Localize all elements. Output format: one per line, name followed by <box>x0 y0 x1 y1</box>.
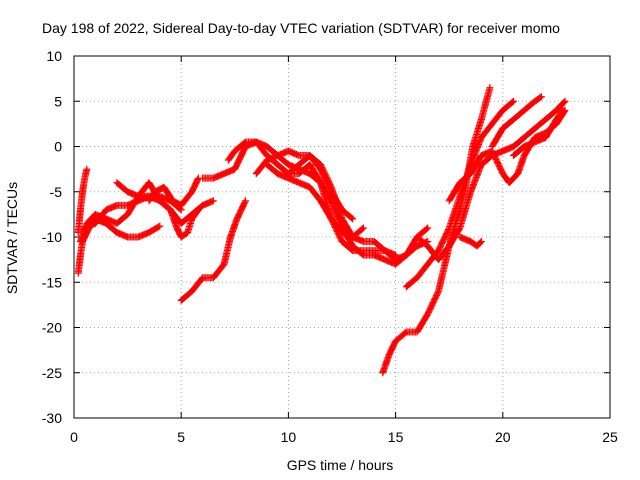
data-point-markers <box>510 106 567 160</box>
x-tick-label: 5 <box>177 429 185 445</box>
data-point-markers <box>224 138 432 264</box>
series-track-14 <box>402 97 518 291</box>
series-layer <box>74 84 569 377</box>
series-track-17 <box>456 233 485 250</box>
data-point-markers <box>74 165 91 236</box>
y-tick-label: -10 <box>42 229 62 245</box>
series-track-15 <box>413 97 569 264</box>
data-point-markers <box>263 161 367 241</box>
series-track-13 <box>379 84 494 377</box>
y-tick-label: 10 <box>46 48 62 64</box>
plot-frame <box>73 55 611 419</box>
series-track-2 <box>74 165 91 236</box>
x-tick-label: 25 <box>602 429 618 445</box>
series-track-11 <box>263 161 367 241</box>
x-tick-label: 10 <box>281 429 297 445</box>
tick-labels: 0 5 10 15 20 25 -30 -25 -20 -15 -10 -5 0 5 10 <box>42 48 618 445</box>
series-track-18 <box>488 93 545 150</box>
series-track-12 <box>284 152 357 223</box>
y-axis-label: SDTVAR / TECUs <box>4 182 20 294</box>
data-point-markers <box>379 84 494 377</box>
y-tick-label: -25 <box>42 365 62 381</box>
plot-area <box>74 84 569 377</box>
series-track-9 <box>224 138 432 264</box>
y-tick-label: -30 <box>42 410 62 426</box>
y-tick-label: -5 <box>50 184 63 200</box>
data-point-markers <box>284 152 357 223</box>
x-tick-label: 15 <box>388 429 404 445</box>
y-tick-label: 0 <box>54 139 62 155</box>
series-track-1 <box>74 215 164 277</box>
chart-title: Day 198 of 2022, Sidereal Day-to-day VTE… <box>42 20 560 36</box>
data-point-markers <box>145 174 202 209</box>
data-point-markers <box>402 97 518 291</box>
x-tick-label: 20 <box>495 429 511 445</box>
data-point-markers <box>488 93 545 150</box>
series-track-6 <box>145 174 202 209</box>
x-axis-label: GPS time / hours <box>287 457 394 473</box>
y-tick-label: -20 <box>42 320 62 336</box>
y-tick-label: 5 <box>54 93 62 109</box>
data-point-markers <box>413 97 569 264</box>
y-tick-label: -15 <box>42 274 62 290</box>
series-track-7 <box>177 197 250 304</box>
data-point-markers <box>74 215 164 277</box>
data-point-markers <box>177 197 250 304</box>
x-tick-label: 0 <box>70 429 78 445</box>
data-point-markers <box>456 233 485 250</box>
series-track-19 <box>510 106 567 160</box>
